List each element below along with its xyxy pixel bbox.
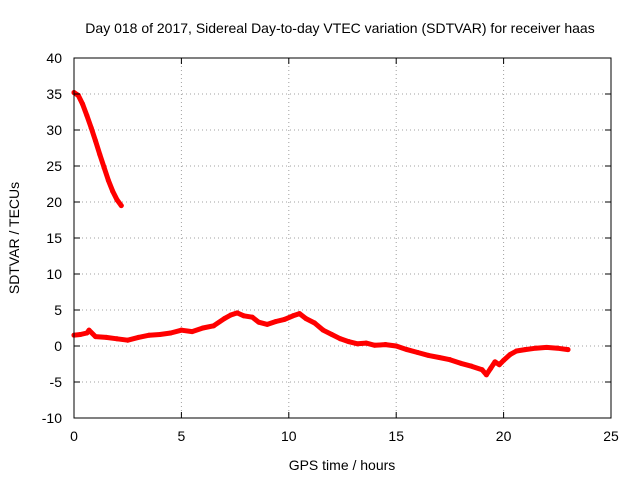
data-point — [483, 372, 489, 378]
data-point — [114, 197, 120, 203]
data-point — [372, 342, 378, 348]
data-point — [554, 345, 560, 351]
data-point — [496, 362, 502, 368]
data-point — [92, 334, 98, 340]
data-point — [125, 337, 131, 343]
data-point — [105, 177, 111, 183]
data-point — [200, 325, 206, 331]
y-tick-label: 5 — [54, 302, 62, 318]
data-point — [303, 316, 309, 322]
data-point — [101, 164, 107, 170]
y-tick-label: 20 — [46, 194, 62, 210]
data-point — [97, 151, 103, 157]
y-tick-label: -5 — [50, 374, 63, 390]
x-tick-label: 0 — [70, 428, 78, 444]
data-point — [513, 348, 519, 354]
data-point — [507, 352, 513, 358]
gridlines — [74, 58, 611, 418]
data-point — [544, 344, 550, 350]
data-point — [468, 363, 474, 369]
data-point — [228, 312, 234, 318]
data-point — [425, 352, 431, 358]
data-point — [346, 339, 352, 345]
x-axis-label: GPS time / hours — [289, 457, 396, 473]
data-point — [114, 336, 120, 342]
data-point — [290, 313, 296, 319]
x-tick-label: 25 — [603, 428, 619, 444]
data-point — [282, 316, 288, 322]
data-point — [234, 310, 240, 316]
data-point — [337, 336, 343, 342]
data-point — [533, 345, 539, 351]
data-point — [436, 355, 442, 361]
x-tick-label: 15 — [388, 428, 404, 444]
x-tick-label: 10 — [281, 428, 297, 444]
data-point — [92, 138, 98, 144]
y-axis-label: SDTVAR / TECUs — [6, 182, 22, 294]
axis-ticks: 0 5 10 15 20 25 -10 -5 0 5 10 15 20 25 30 35 40 — [42, 50, 619, 444]
data-point — [415, 349, 421, 355]
data-point — [249, 314, 255, 320]
data-point — [189, 329, 195, 335]
data-point — [522, 347, 528, 353]
y-tick-label: 40 — [46, 50, 62, 66]
data-point — [393, 343, 399, 349]
series-line-main-segment — [71, 310, 571, 378]
data-point — [363, 340, 369, 346]
data-point — [168, 330, 174, 336]
data-point — [297, 311, 303, 317]
data-point — [320, 327, 326, 333]
data-point — [86, 327, 92, 333]
data-series — [71, 90, 571, 378]
data-point — [80, 101, 86, 107]
chart-title: Day 018 of 2017, Sidereal Day-to-day VTE… — [85, 20, 594, 36]
data-point — [256, 319, 262, 325]
data-point — [488, 365, 494, 371]
data-point — [329, 331, 335, 337]
y-tick-label: 10 — [46, 266, 62, 282]
data-point — [565, 347, 571, 353]
data-point — [355, 341, 361, 347]
data-point — [103, 334, 109, 340]
data-point — [135, 334, 141, 340]
y-tick-label: 0 — [54, 338, 62, 354]
data-point — [382, 342, 388, 348]
series-line-early-segment — [71, 90, 124, 209]
y-tick-label: 15 — [46, 230, 62, 246]
y-tick-label: -10 — [42, 410, 62, 426]
data-point — [479, 367, 485, 373]
data-point — [88, 125, 94, 131]
data-point — [77, 331, 83, 337]
y-tick-label: 30 — [46, 122, 62, 138]
data-point — [146, 332, 152, 338]
data-point — [501, 357, 507, 363]
data-point — [221, 316, 227, 322]
data-point — [211, 323, 217, 329]
x-tick-label: 20 — [496, 428, 512, 444]
data-point — [157, 331, 163, 337]
y-tick-label: 35 — [46, 86, 62, 102]
data-point — [404, 347, 410, 353]
data-point — [110, 188, 116, 194]
x-tick-label: 5 — [178, 428, 186, 444]
data-point — [492, 359, 498, 365]
data-point — [178, 327, 184, 333]
data-point — [84, 113, 90, 119]
data-point — [264, 321, 270, 327]
data-point — [118, 203, 124, 209]
data-point — [241, 313, 247, 319]
y-tick-label: 25 — [46, 158, 62, 174]
data-point — [312, 320, 318, 326]
data-point — [447, 357, 453, 363]
data-point — [273, 319, 279, 325]
data-point — [458, 360, 464, 366]
